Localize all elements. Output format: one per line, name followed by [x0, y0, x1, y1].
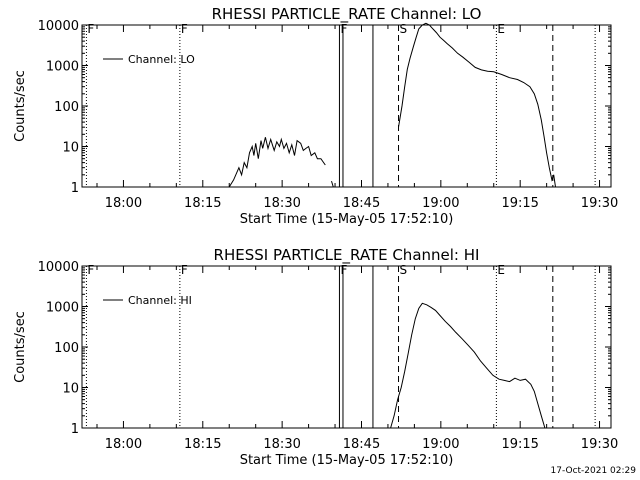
- panel-1-x-tick-label: 18:30: [263, 437, 300, 452]
- panel-1-x-tick-label: 18:15: [184, 437, 221, 452]
- panel-0-x-tick-label: 18:30: [263, 196, 300, 211]
- panel-1-x-axis-label: Start Time (15-May-05 17:52:10): [240, 453, 454, 468]
- panel-0-title: RHESSI PARTICLE_RATE Channel: LO: [212, 5, 482, 24]
- panel-0-legend-label: Channel: LO: [128, 53, 195, 66]
- panel-1-event-marker-label: F: [181, 263, 188, 277]
- panel-0-x-tick-label: 19:30: [581, 196, 618, 211]
- panel-0-y-tick-label: 100: [54, 100, 79, 115]
- panel-1-y-tick-label: 10: [62, 382, 79, 397]
- panel-0-x-tick-label: 19:15: [501, 196, 538, 211]
- panel-0-series-line: [398, 22, 556, 188]
- panel-0-x-tick-label: 18:00: [105, 196, 142, 211]
- panel-1-event-marker-label: F: [87, 263, 94, 277]
- panel-0-x-axis-label: Start Time (15-May-05 17:52:10): [240, 212, 454, 227]
- panel-0-event-marker-label: F: [181, 22, 188, 36]
- panel-1-event-marker-label: S: [400, 263, 408, 277]
- panel-0-y-axis-label: Counts/sec: [13, 70, 28, 142]
- panel-1-x-tick-label: 19:30: [581, 437, 618, 452]
- panel-1-x-tick-label: 18:45: [343, 437, 380, 452]
- panel-lo: RHESSI PARTICLE_RATE Channel: LO 1 10 100 10…: [13, 5, 618, 227]
- panel-0-series-line: [331, 180, 334, 188]
- panel-0-x-tick-label: 18:15: [184, 196, 221, 211]
- panel-1-x-tick-label: 19:00: [422, 437, 459, 452]
- panel-hi: RHESSI PARTICLE_RATE Channel: HI 1 10 100 10…: [13, 246, 618, 468]
- panel-0-y-tick-label: 1: [71, 181, 79, 196]
- panel-0-event-marker-label: F: [87, 22, 94, 36]
- panel-1-x-tick-label: 18:00: [105, 437, 142, 452]
- panel-1-y-axis-label: Counts/sec: [13, 311, 28, 383]
- panel-0-event-marker-label: E: [497, 22, 505, 36]
- panel-1-event-marker-label: E: [497, 263, 505, 277]
- panel-1-y-tick-label: 1000: [46, 301, 79, 316]
- panel-1-legend-label: Channel: HI: [128, 294, 192, 307]
- panel-0-series-line: [228, 137, 326, 188]
- panel-1-title: RHESSI PARTICLE_RATE Channel: HI: [214, 246, 480, 265]
- panel-0-y-tick-label: 10: [62, 141, 79, 156]
- panel-1-y-tick-label: 1: [71, 422, 79, 437]
- panel-0-event-marker-label: S: [400, 22, 408, 36]
- panel-1-y-tick-label: 100: [54, 341, 79, 356]
- panel-0-x-tick-label: 19:00: [422, 196, 459, 211]
- panel-0-x-tick-label: 18:45: [343, 196, 380, 211]
- panel-0-event-marker-label: F: [340, 22, 347, 36]
- panel-1-series-line: [390, 302, 546, 429]
- panel-0-y-tick-label: 10000: [38, 19, 79, 34]
- panel-1-y-tick-label: 10000: [38, 260, 79, 275]
- footer-timestamp: 17-Oct-2021 02:29: [551, 466, 637, 476]
- panel-1-event-marker-label: F: [340, 263, 347, 277]
- panel-1-x-tick-label: 19:15: [501, 437, 538, 452]
- panel-0-y-tick-label: 1000: [46, 60, 79, 75]
